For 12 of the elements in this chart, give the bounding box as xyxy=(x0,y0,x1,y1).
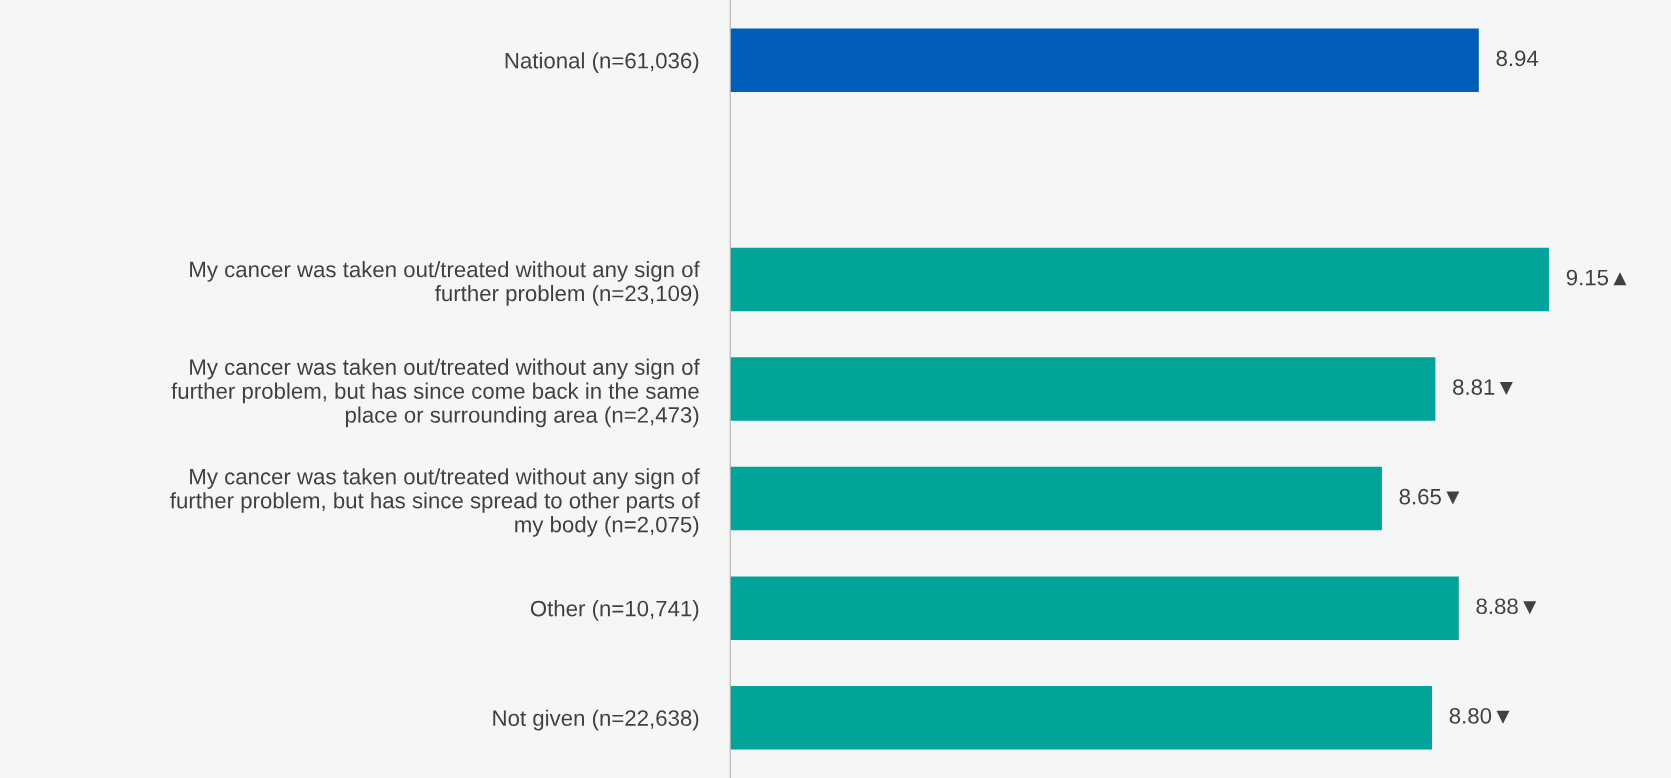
y-tick-label: National (n=61,036) xyxy=(505,52,699,73)
y-tick-label: My cancer was taken out/treated without any sign of further problem, but has since come back in the same place or surrounding area (n=2,473) xyxy=(171,358,700,428)
y-tick-label: My cancer was taken out/treated without any sign of further problem (n=23,109) xyxy=(190,261,700,306)
data-label: 8.81▼ xyxy=(1453,379,1513,396)
data-label: 9.15▲ xyxy=(1566,269,1627,286)
data-label: 8.94 xyxy=(1496,50,1539,67)
y-tick-label: My cancer was taken out/treated without any sign of further problem, but has since spread to other parts of my body (n=2,075) xyxy=(170,468,700,537)
data-label: 8.80▼ xyxy=(1449,707,1510,724)
y-tick-label: Other (n=10,741) xyxy=(530,600,699,621)
y-tick-label: Not given (n=22,638) xyxy=(493,709,699,731)
data-label: 8.88▼ xyxy=(1476,598,1537,615)
data-label: 8.65▼ xyxy=(1399,488,1460,505)
